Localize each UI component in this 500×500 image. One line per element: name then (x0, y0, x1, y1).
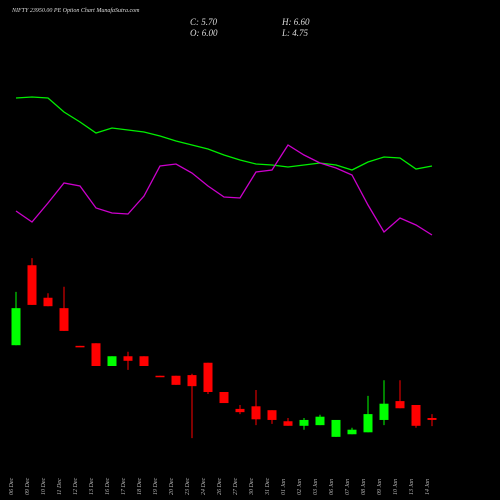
low-label: L: 4.75 (281, 28, 309, 38)
candle-body (427, 418, 437, 420)
candle-body (75, 345, 85, 348)
x-tick-label: 26 Dec (217, 478, 223, 495)
candle-body (379, 403, 389, 420)
candle-body (235, 408, 245, 413)
chart-title: NIFTY 23950.00 PE Option Chart MunafaSut… (11, 7, 140, 14)
x-tick-label: 19 Dec (153, 478, 159, 495)
candle-body (107, 356, 117, 366)
x-tick-label: 01 Jan (281, 479, 287, 495)
candle-body (187, 375, 197, 387)
x-tick-label: 16 Dec (105, 478, 111, 495)
candle-body (203, 362, 213, 392)
x-tick-label: 11 Dec (57, 478, 63, 495)
candle-body (43, 297, 53, 307)
candle-body (11, 308, 21, 346)
x-tick-label: 02 Jan (297, 479, 303, 495)
candle-body (363, 414, 373, 433)
x-tick-label: 03 Jan (313, 479, 319, 495)
candle-body (315, 416, 325, 426)
x-tick-label: 30 Dec (249, 478, 255, 496)
x-tick-label: 06 Jan (329, 479, 335, 495)
x-tick-label: 31 Dec (265, 478, 271, 496)
x-tick-label: 09 Dec (25, 478, 31, 495)
candle-body (59, 308, 69, 331)
x-tick-label: 08 Jan (361, 479, 367, 495)
x-tick-label: 13 Dec (89, 478, 95, 495)
x-tick-label: 10 Dec (41, 478, 47, 495)
x-tick-label: 20 Dec (169, 478, 175, 495)
candle-body (123, 356, 133, 361)
x-tick-label: 27 Dec (233, 478, 239, 495)
candle-body (299, 419, 309, 426)
indicator-line (15, 144, 433, 236)
candle-body (395, 401, 405, 409)
candle-body (91, 343, 101, 366)
x-tick-label: 18 Dec (137, 478, 143, 495)
high-label: H: 6.60 (281, 17, 310, 27)
candle-body (267, 410, 277, 420)
x-tick-label: 10 Jan (393, 479, 399, 495)
x-tick-label: 12 Dec (73, 478, 79, 495)
x-tick-label: 17 Dec (121, 478, 127, 495)
x-tick-label: 06 Dec (9, 478, 15, 495)
x-tick-label: 09 Jan (377, 479, 383, 495)
x-tick-label: 23 Dec (185, 478, 191, 495)
candle-body (27, 265, 37, 305)
x-tick-label: 14 Jan (424, 479, 431, 495)
x-tick-label: 07 Jan (345, 479, 351, 495)
candle-body (251, 406, 261, 420)
candle-body (219, 392, 229, 404)
candle-body (331, 419, 341, 437)
close-label: C: 5.70 (190, 17, 218, 27)
candle-body (139, 356, 149, 366)
candle-body (283, 421, 293, 426)
candle-body (411, 405, 421, 426)
x-tick-label: 24 Dec (200, 478, 207, 495)
candle-body (347, 429, 357, 435)
candle-body (171, 375, 181, 385)
candle-body (155, 375, 165, 378)
x-tick-label: 13 Jan (409, 479, 415, 495)
open-label: O: 6.00 (190, 28, 218, 38)
indicator-line (15, 96, 433, 171)
